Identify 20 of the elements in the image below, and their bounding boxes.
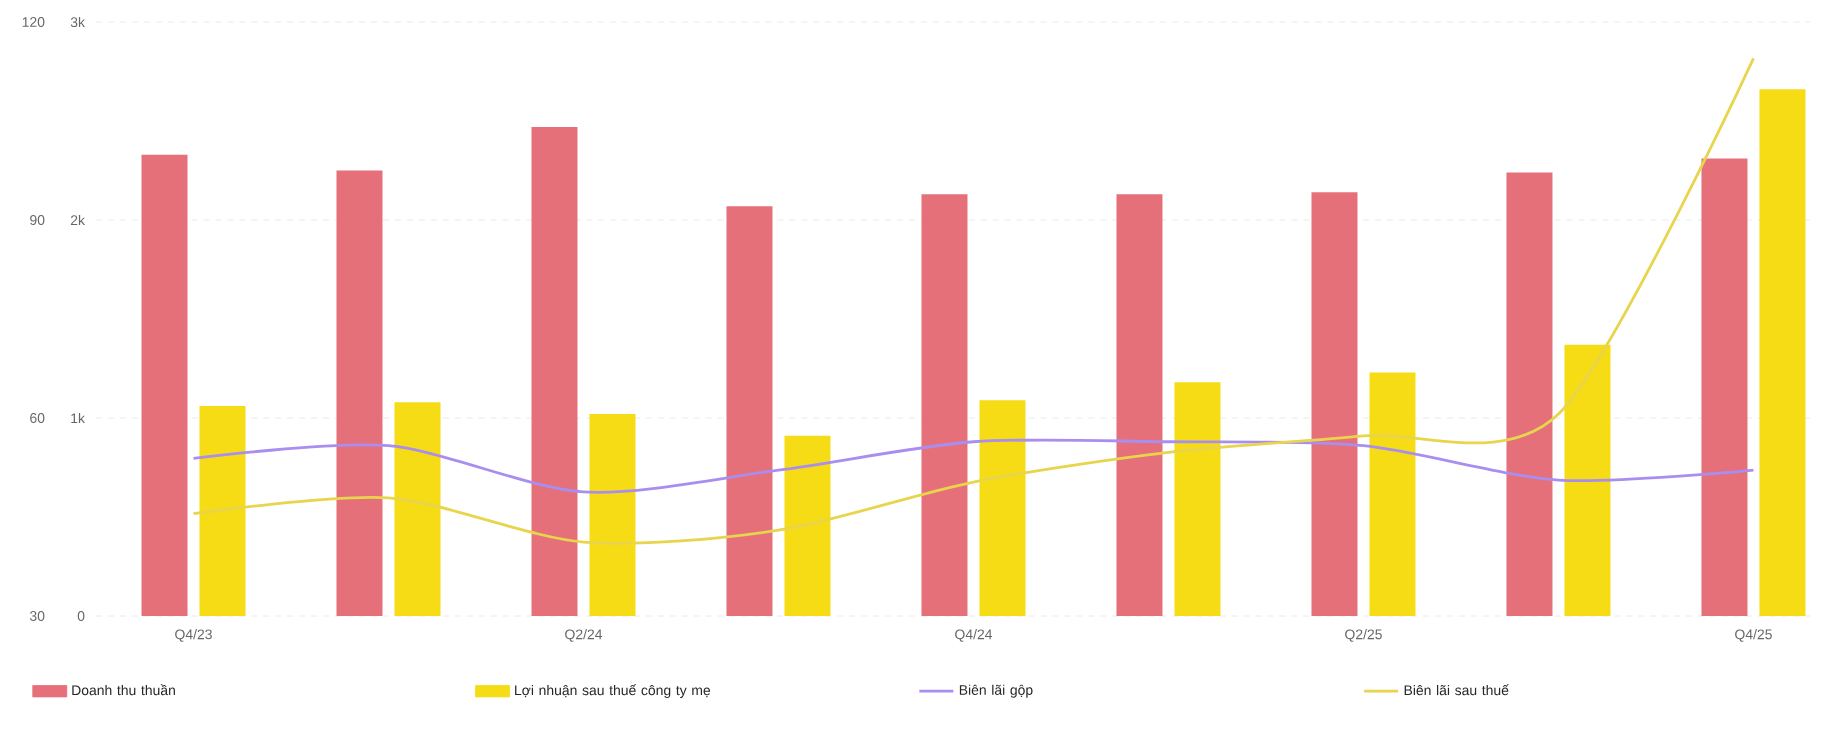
bar — [979, 400, 1026, 616]
bar — [726, 206, 773, 616]
bar — [1759, 89, 1806, 616]
bar — [1701, 158, 1748, 616]
bar — [589, 414, 636, 616]
bar — [1564, 344, 1611, 616]
bar — [1369, 372, 1416, 616]
bar — [921, 194, 968, 616]
bar — [1506, 172, 1553, 616]
bar — [141, 154, 188, 616]
bar — [531, 126, 578, 616]
line-series — [192, 56, 1755, 545]
bar — [199, 406, 246, 616]
bar — [1116, 194, 1163, 616]
bar — [1311, 192, 1358, 616]
bar — [336, 170, 383, 616]
bar — [394, 402, 441, 616]
bar — [1174, 382, 1221, 616]
bar — [784, 435, 831, 616]
line-series — [192, 438, 1755, 494]
